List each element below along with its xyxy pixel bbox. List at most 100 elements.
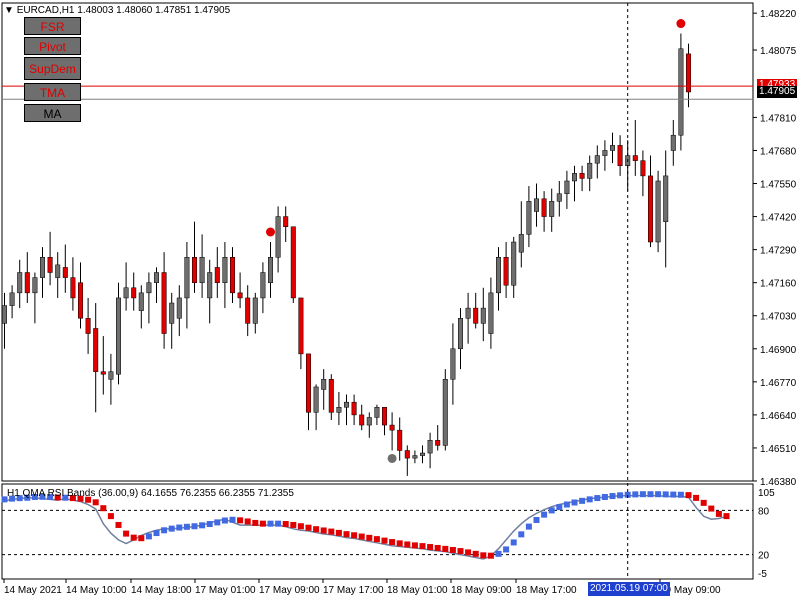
candle-body [458, 318, 463, 350]
fsr-button[interactable]: FSR [24, 17, 81, 35]
band-square [617, 492, 624, 499]
band-square [601, 493, 608, 500]
symbol-ohlc-text: EURCAD,H1 1.48003 1.48060 1.47851 1.4790… [16, 5, 231, 16]
candle-body [328, 379, 334, 413]
band-square [693, 494, 700, 501]
candle-body [359, 414, 365, 426]
candle-body [366, 417, 372, 426]
band-square [366, 534, 373, 541]
band-square [244, 518, 251, 525]
candle-body [541, 198, 547, 217]
candle-body [245, 297, 251, 324]
band-square [229, 516, 236, 523]
supdem-button[interactable]: SupDem [24, 57, 81, 80]
band-square [335, 529, 342, 536]
band-square [647, 491, 654, 498]
band-square [24, 494, 31, 501]
candle-body [260, 272, 266, 299]
price-tick-label: 1.47810 [760, 113, 797, 124]
price-tick-label: 1.46900 [760, 345, 797, 356]
candle-body [199, 257, 205, 283]
band-square [115, 521, 122, 528]
band-square [107, 513, 114, 520]
band-square [419, 543, 426, 550]
band-square [563, 501, 570, 508]
band-square [525, 523, 532, 530]
candle-body [9, 292, 15, 306]
candle-body [587, 162, 593, 179]
time-tick-label: 14 May 18:00 [131, 585, 192, 596]
indicator-group: 105 80 20 -5 [1, 488, 775, 580]
candle-body [420, 452, 425, 456]
band-square [700, 499, 707, 506]
candle-body [412, 455, 418, 459]
band-square [206, 521, 213, 528]
candle-body [594, 155, 600, 164]
band-square [16, 495, 23, 502]
band-square [449, 546, 456, 553]
candle-body [17, 272, 23, 294]
band-square [282, 521, 289, 528]
fractal-low-marker [387, 453, 397, 463]
band-square [161, 527, 168, 534]
band-square [548, 507, 555, 514]
markers-group [266, 19, 686, 463]
candle-body [298, 297, 304, 355]
band-square [31, 493, 38, 500]
band-square [77, 495, 84, 502]
price-tick-label: 1.47290 [760, 246, 797, 257]
band-square [632, 491, 639, 498]
band-square [183, 523, 190, 530]
ma-button[interactable]: MA [24, 104, 81, 122]
time-tick-label: 14 May 10:00 [66, 585, 127, 596]
time-tick-label: 17 May 09:00 [259, 585, 320, 596]
band-square [358, 533, 365, 540]
candle-body [382, 407, 387, 426]
indicator-title: H1 QMA RSI Bands (36.00,9) 64.1655 76.23… [7, 488, 294, 499]
band-square [487, 552, 494, 559]
candle-body [230, 257, 235, 294]
candle-body [283, 216, 289, 227]
band-square [533, 516, 540, 523]
candle-body [70, 277, 76, 299]
band-square [145, 533, 152, 540]
candle-body [518, 234, 524, 253]
candle-body [123, 287, 129, 299]
price-tick-label: 1.46770 [760, 378, 797, 389]
candle-body [24, 272, 30, 294]
band-square [275, 520, 282, 527]
candle-body [275, 216, 281, 258]
dropdown-triangle-icon[interactable]: ▼ [4, 5, 14, 16]
candle-body [397, 429, 403, 451]
candle-body [663, 175, 669, 222]
candle-body [344, 401, 349, 408]
candle-body [488, 292, 494, 334]
candle-body [579, 173, 585, 179]
candle-body [161, 272, 167, 334]
candle-body [465, 307, 471, 319]
candle-body [290, 226, 296, 299]
candle-body [100, 371, 106, 375]
band-square [69, 495, 76, 502]
band-square [609, 493, 616, 500]
price-tick-label: 1.48075 [760, 46, 797, 57]
bid-price-badge: 1.47905 [757, 86, 797, 98]
band-square [427, 544, 434, 551]
band-square [685, 492, 692, 499]
band-square [191, 523, 198, 530]
tma-button[interactable]: TMA [24, 83, 81, 101]
candle-body [47, 257, 53, 273]
pivot-button[interactable]: Pivot [24, 37, 81, 55]
band-square [715, 510, 722, 517]
time-tick-label: 18 May 01:00 [387, 585, 448, 596]
candle-body [572, 173, 577, 182]
band-square [389, 539, 396, 546]
band-square [85, 496, 92, 503]
band-square [168, 525, 175, 532]
band-square [442, 545, 449, 552]
band-square [480, 552, 487, 559]
band-square [662, 491, 669, 498]
band-square [328, 528, 335, 535]
band-square [457, 548, 464, 555]
